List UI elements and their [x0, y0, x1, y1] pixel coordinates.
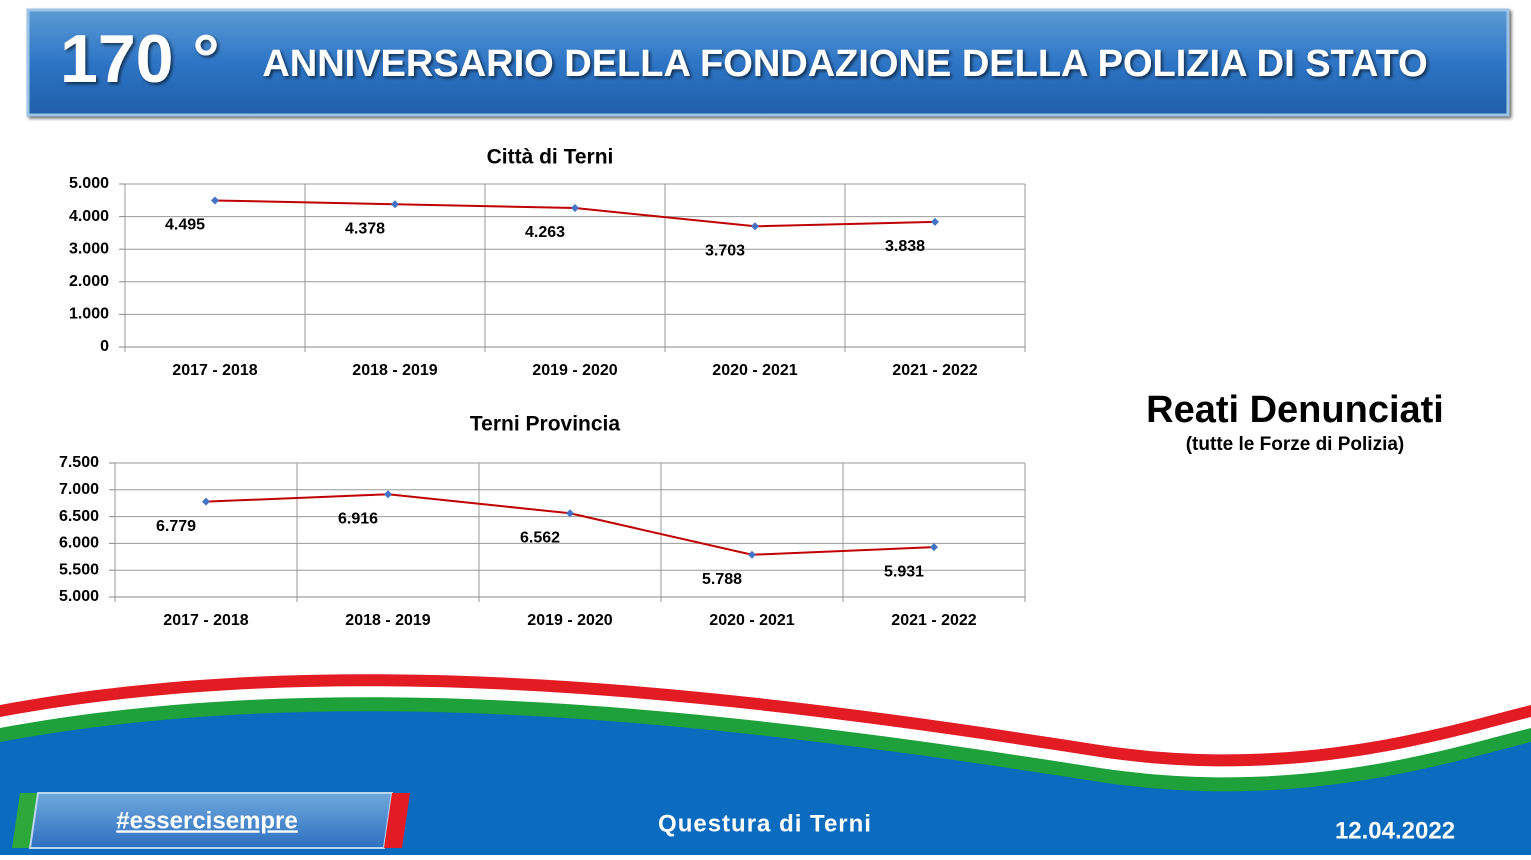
data-label: 6.916: [338, 511, 378, 528]
x-tick-label: 2020 - 2021: [709, 612, 795, 629]
data-label: 4.495: [165, 217, 205, 234]
y-tick-label: 3.000: [69, 240, 109, 257]
header-number: 170 °: [60, 21, 220, 97]
x-tick-label: 2018 - 2019: [352, 362, 438, 379]
x-tick-label: 2019 - 2020: [532, 362, 618, 379]
side-title: Reati Denunciati: [1146, 389, 1444, 431]
marker: [930, 543, 938, 552]
y-tick-label: 5.000: [69, 175, 109, 192]
marker: [748, 550, 756, 559]
marker: [391, 200, 399, 209]
y-tick-label: 6.500: [59, 508, 99, 525]
chart-title: Terni Provincia: [470, 413, 620, 436]
data-label: 6.779: [156, 518, 196, 535]
x-tick-label: 2021 - 2022: [892, 362, 978, 379]
x-tick-label: 2019 - 2020: [527, 612, 613, 629]
header-banner: [26, 8, 1510, 117]
y-tick-label: 7.500: [59, 454, 99, 471]
x-tick-label: 2020 - 2021: [712, 362, 798, 379]
data-label: 3.838: [885, 238, 925, 255]
y-tick-label: 5.000: [59, 588, 99, 605]
marker: [384, 490, 392, 499]
y-tick-label: 5.500: [59, 561, 99, 578]
x-tick-label: 2021 - 2022: [891, 612, 977, 629]
series-line: [205, 493, 935, 556]
data-label: 3.703: [705, 243, 745, 260]
hashtag-box: [12, 792, 410, 849]
data-label: 4.378: [345, 220, 385, 237]
y-tick-label: 0: [100, 338, 109, 355]
header-title: ANNIVERSARIO DELLA FONDAZIONE DELLA POLI…: [262, 43, 1427, 85]
marker: [202, 497, 210, 506]
marker: [571, 204, 579, 213]
data-label: 5.931: [884, 563, 924, 580]
marker: [566, 509, 574, 518]
x-tick-label: 2018 - 2019: [345, 612, 431, 629]
x-tick-label: 2017 - 2018: [172, 362, 258, 379]
date: 12.04.2022: [1335, 817, 1455, 844]
side-subtitle: (tutte le Forze di Polizia): [1186, 434, 1405, 455]
hashtag: #essercisempre: [116, 807, 297, 834]
y-tick-label: 1.000: [69, 306, 109, 323]
y-tick-label: 4.000: [69, 208, 109, 225]
data-label: 6.562: [520, 529, 560, 546]
chart-title: Città di Terni: [487, 146, 614, 169]
office: Questura di Terni: [658, 810, 872, 837]
marker: [931, 217, 939, 226]
x-tick-label: 2017 - 2018: [163, 612, 249, 629]
marker: [751, 222, 759, 231]
y-tick-label: 6.000: [59, 535, 99, 552]
data-label: 5.788: [702, 571, 742, 588]
y-tick-label: 7.000: [59, 481, 99, 498]
marker: [211, 196, 219, 205]
y-tick-label: 2.000: [69, 273, 109, 290]
data-label: 4.263: [525, 224, 565, 241]
